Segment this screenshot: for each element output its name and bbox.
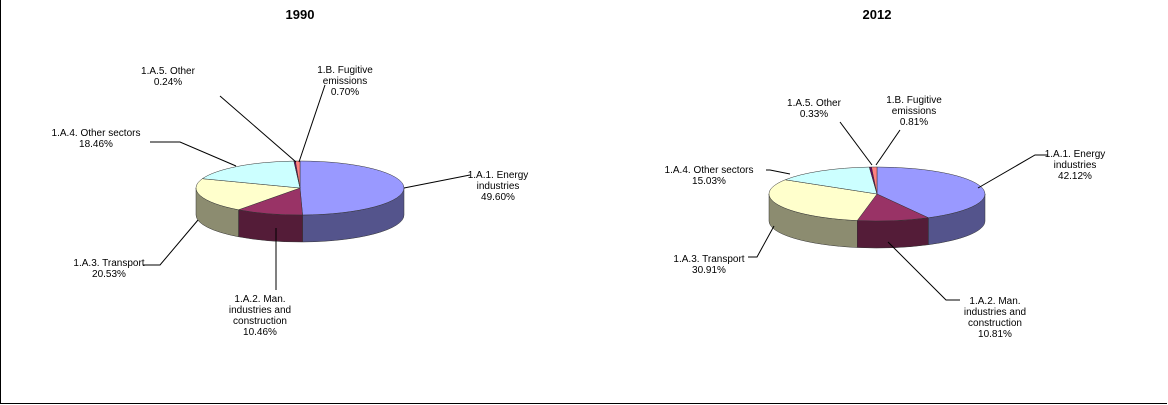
data-label-1-a-2-man-industries-and-construction: 1.A.2. Man. industries and construction 10.… bbox=[229, 294, 291, 338]
chart-title: 1990 bbox=[286, 7, 315, 22]
data-label-1-a-4-other-sectors: 1.A.4. Other sectors 18.46% bbox=[52, 128, 141, 150]
pie-slice-1-a-4-other-sectors bbox=[784, 166, 878, 195]
leader-line-1-a-4-other-sectors bbox=[150, 141, 237, 167]
pie-sides bbox=[768, 193, 986, 249]
pie-slice-1-a-2-man-industries-and-construction bbox=[856, 193, 930, 222]
pie-chart-1990: 1990 1.A.1. Energy industries 49.60% 1.A.2. … bbox=[52, 7, 529, 338]
pie-slice-1-a-1-energy-industries bbox=[876, 166, 986, 219]
data-label-1-a-2-man-industries-and-construction: 1.A.2. Man. industries and construction 10.… bbox=[964, 296, 1026, 340]
data-label-1-a-1-energy-industries: 1.A.1. Energy industries 49.60% bbox=[468, 170, 529, 203]
leader-line-1-a-5-other bbox=[839, 121, 873, 166]
leader-line-1-a-3-transport bbox=[748, 225, 775, 258]
leader-line-1-b-fugitive-emissions bbox=[875, 129, 901, 166]
pie-slice-1-b-fugitive-emissions bbox=[871, 166, 878, 195]
data-label-1-a-1-energy-industries: 1.A.1. Energy industries 42.12% bbox=[1045, 149, 1106, 182]
pie-slice-1-a-4-other-sectors bbox=[201, 160, 301, 189]
leader-line-1-a-5-other bbox=[219, 95, 297, 163]
pie-sides bbox=[195, 187, 405, 243]
data-label-1-b-fugitive-emissions: 1.B. Fugitive emissions 0.70% bbox=[317, 65, 373, 98]
pie-side-1-a-2-man-industries-and-construction bbox=[857, 217, 929, 249]
pie-slice-1-a-2-man-industries-and-construction bbox=[237, 187, 303, 216]
leader-line-1-a-1-energy-industries bbox=[403, 174, 471, 189]
data-label-1-a-5-other: 1.A.5. Other 0.24% bbox=[141, 66, 196, 88]
pie-slices bbox=[768, 166, 986, 222]
data-label-1-a-3-transport: 1.A.3. Transport 20.53% bbox=[73, 258, 144, 280]
leader-line-1-a-4-other-sectors bbox=[766, 169, 791, 175]
chart-title: 2012 bbox=[863, 7, 892, 22]
leader-line-1-a-3-transport bbox=[143, 219, 199, 266]
leader-line-1-a-1-energy-industries bbox=[977, 154, 1048, 189]
pie-slices bbox=[195, 160, 405, 216]
data-label-1-a-4-other-sectors: 1.A.4. Other sectors 15.03% bbox=[665, 165, 754, 187]
data-label-1-a-3-transport: 1.A.3. Transport 30.91% bbox=[673, 254, 744, 276]
leader-line-1-b-fugitive-emissions bbox=[298, 84, 326, 163]
data-label-1-b-fugitive-emissions: 1.B. Fugitive emissions 0.81% bbox=[886, 95, 942, 128]
data-label-1-a-5-other: 1.A.5. Other 0.33% bbox=[787, 98, 842, 120]
leader-line-1-a-2-man-industries-and-construction bbox=[887, 241, 960, 301]
pie-chart-2012: 2012 1.A.1. Energy industries 42.12% 1.A.2. … bbox=[665, 7, 1106, 340]
pie-slice-1-a-3-transport bbox=[195, 178, 301, 211]
